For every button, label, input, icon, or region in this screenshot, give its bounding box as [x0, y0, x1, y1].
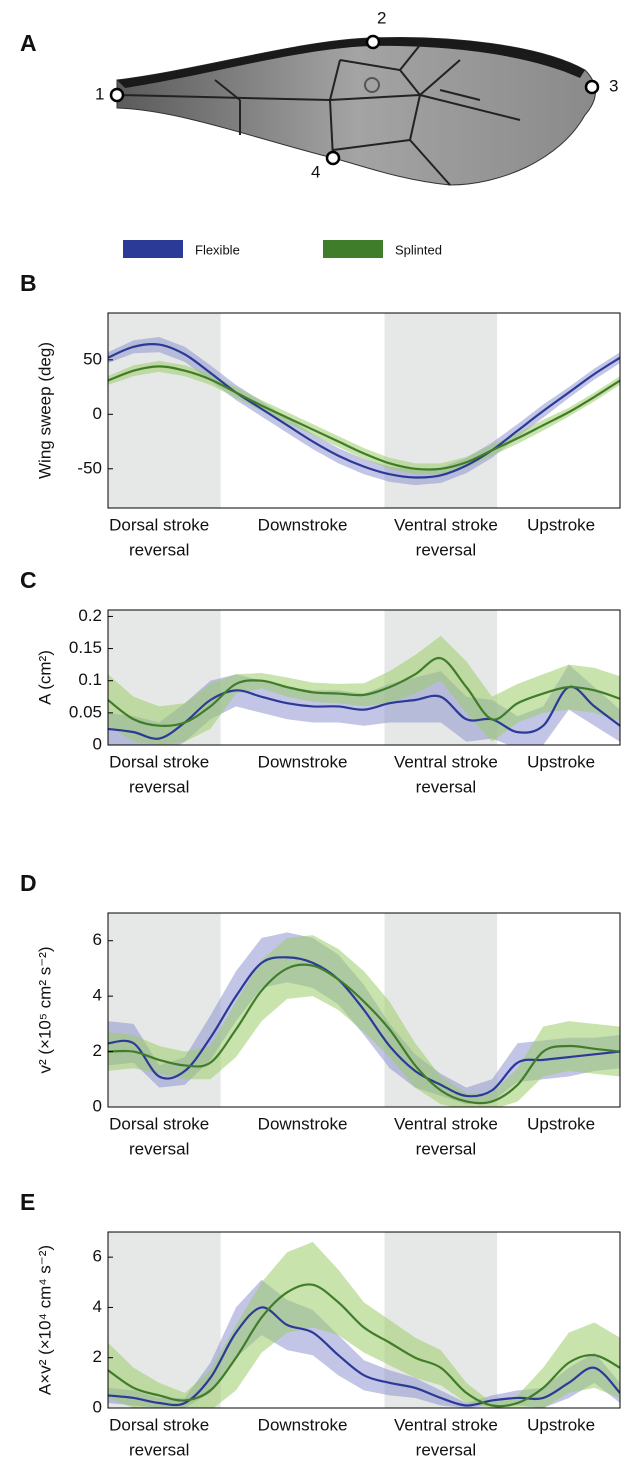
series-line — [108, 1306, 620, 1407]
landmark — [365, 34, 381, 50]
plot-frame — [107, 609, 621, 746]
series-line — [108, 365, 620, 471]
landmark — [584, 79, 600, 95]
series-line — [108, 1283, 620, 1408]
landmark-label: 2 — [377, 8, 386, 27]
x-category-label: reversal — [416, 1440, 476, 1459]
error-band — [108, 1242, 620, 1408]
panel-letter: A — [20, 30, 37, 56]
x-category-label: reversal — [416, 777, 476, 796]
x-category-label: Upstroke — [527, 515, 595, 534]
series-line — [108, 963, 620, 1105]
x-category-label: Dorsal stroke — [109, 752, 209, 771]
x-category-label: Ventral stroke — [394, 1415, 498, 1434]
panel-letter: C — [20, 567, 37, 593]
x-category-label: reversal — [129, 1139, 189, 1158]
series-line — [108, 342, 620, 479]
x-category-label: reversal — [129, 1440, 189, 1459]
x-category-label: Ventral stroke — [394, 1114, 498, 1133]
y-tick-label: 4 — [93, 986, 102, 1005]
x-category-label: Downstroke — [258, 1114, 348, 1133]
plot-frame — [107, 312, 621, 509]
y-axis-label: Wing sweep (deg) — [35, 342, 54, 479]
plot-area — [108, 932, 620, 1107]
y-axis-label: A×v² (×10⁴ cm⁴ s⁻²) — [35, 1245, 54, 1395]
legend-label: Splinted — [395, 242, 442, 257]
error-band — [108, 935, 620, 1107]
y-tick-label: 0 — [93, 1397, 102, 1416]
error-band — [108, 360, 620, 475]
series-line — [108, 656, 620, 727]
panel-letter: E — [20, 1189, 35, 1215]
plot-frame — [107, 912, 621, 1108]
y-tick-label: 0 — [93, 404, 102, 423]
x-category-label: Downstroke — [258, 1415, 348, 1434]
x-category-label: reversal — [129, 540, 189, 559]
landmark-label: 4 — [311, 162, 320, 181]
y-tick-label: 0.1 — [78, 670, 102, 689]
y-tick-label: 0.2 — [78, 606, 102, 625]
y-tick-label: 0.15 — [69, 638, 102, 657]
y-tick-label: 0.05 — [69, 702, 102, 721]
panel-letter: B — [20, 270, 37, 296]
y-tick-label: 2 — [93, 1347, 102, 1366]
y-tick-label: -50 — [77, 458, 102, 477]
legend-swatch — [323, 240, 383, 258]
x-category-label: Downstroke — [258, 752, 348, 771]
x-category-label: reversal — [416, 1139, 476, 1158]
y-tick-label: 6 — [93, 930, 102, 949]
x-category-label: Downstroke — [258, 515, 348, 534]
error-band — [108, 1279, 620, 1408]
x-category-label: reversal — [416, 540, 476, 559]
x-category-label: Dorsal stroke — [109, 1415, 209, 1434]
x-category-label: Ventral stroke — [394, 515, 498, 534]
landmark-label: 1 — [95, 84, 104, 103]
landmark — [109, 87, 125, 103]
x-category-label: Upstroke — [527, 1415, 595, 1434]
plot-area — [108, 336, 620, 486]
landmark — [325, 150, 341, 166]
legend-swatch — [123, 240, 183, 258]
plot-area — [108, 1242, 620, 1408]
plot-frame — [107, 1231, 621, 1409]
y-tick-label: 4 — [93, 1297, 102, 1316]
series-line — [108, 685, 620, 740]
y-tick-label: 6 — [93, 1247, 102, 1266]
error-band — [108, 635, 620, 745]
y-tick-label: 50 — [83, 349, 102, 368]
y-axis-label: A (cm²) — [35, 650, 54, 705]
y-axis-label: v² (×10⁵ cm² s⁻²) — [35, 947, 54, 1074]
x-category-label: reversal — [129, 777, 189, 796]
wing-image — [116, 36, 596, 186]
landmark-label: 3 — [609, 76, 618, 95]
y-tick-label: 0 — [93, 734, 102, 753]
x-category-label: Upstroke — [527, 1114, 595, 1133]
panel-letter: D — [20, 870, 37, 896]
plot-area — [108, 635, 620, 745]
landmarks: 1 2 3 4 — [95, 8, 618, 181]
legend-label: Flexible — [195, 242, 240, 257]
x-category-label: Upstroke — [527, 752, 595, 771]
y-tick-label: 0 — [93, 1096, 102, 1115]
x-category-label: Dorsal stroke — [109, 1114, 209, 1133]
y-tick-label: 2 — [93, 1041, 102, 1060]
x-category-label: Ventral stroke — [394, 752, 498, 771]
x-category-label: Dorsal stroke — [109, 515, 209, 534]
